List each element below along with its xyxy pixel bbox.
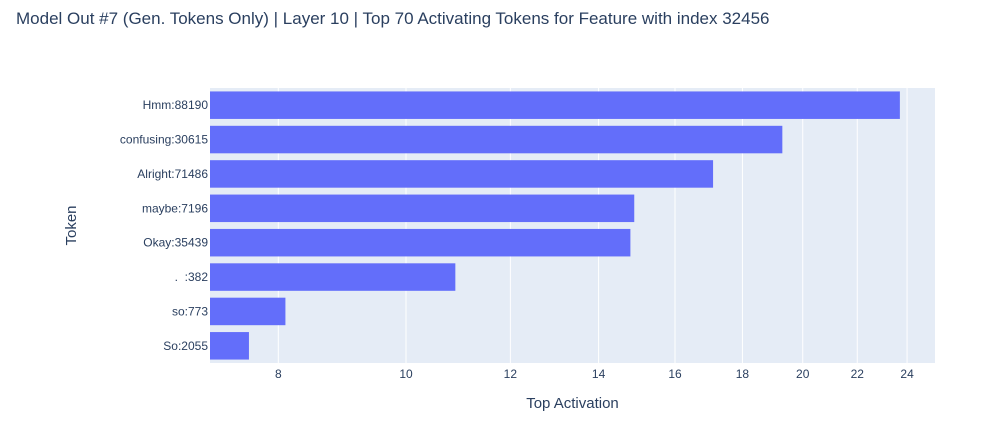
x-axis-title: Top Activation: [526, 395, 619, 412]
bar: [210, 297, 286, 326]
x-tick-label: 24: [900, 367, 914, 381]
chart-title: Model Out #7 (Gen. Tokens Only) | Layer …: [16, 9, 770, 28]
x-tick-label: 14: [592, 367, 606, 381]
bar: [210, 160, 714, 188]
x-tick-label: 16: [668, 367, 682, 381]
y-tick-label: Alright:71486: [137, 167, 208, 181]
bar: [210, 263, 456, 291]
x-tick-label: 22: [851, 367, 865, 381]
x-tick-label: 18: [736, 367, 750, 381]
y-tick-label: So:2055: [163, 339, 208, 353]
y-axis-title: Token: [63, 205, 80, 245]
y-tick-label: Hmm:88190: [143, 98, 209, 112]
bar: [210, 194, 635, 223]
bar: [210, 228, 631, 257]
bar: [210, 125, 783, 154]
bar: [210, 332, 249, 360]
x-tick-label: 10: [399, 367, 413, 381]
y-tick-label: so:773: [172, 304, 208, 318]
x-tick-label: 8: [275, 367, 282, 381]
bars: [210, 91, 900, 360]
y-tick-labels: Hmm:88190 confusing:30615 Alright:71486 may…: [120, 98, 208, 353]
bar: [210, 91, 900, 119]
x-tick-labels: 8 10 12 14 16 18 20 22 24: [275, 367, 914, 381]
y-tick-label: confusing:30615: [120, 133, 208, 147]
x-tick-label: 20: [796, 367, 810, 381]
y-tick-label: Okay:35439: [143, 236, 208, 250]
y-tick-label: . :382: [175, 270, 209, 284]
y-tick-label: maybe:7196: [142, 201, 208, 215]
x-tick-label: 12: [504, 367, 518, 381]
